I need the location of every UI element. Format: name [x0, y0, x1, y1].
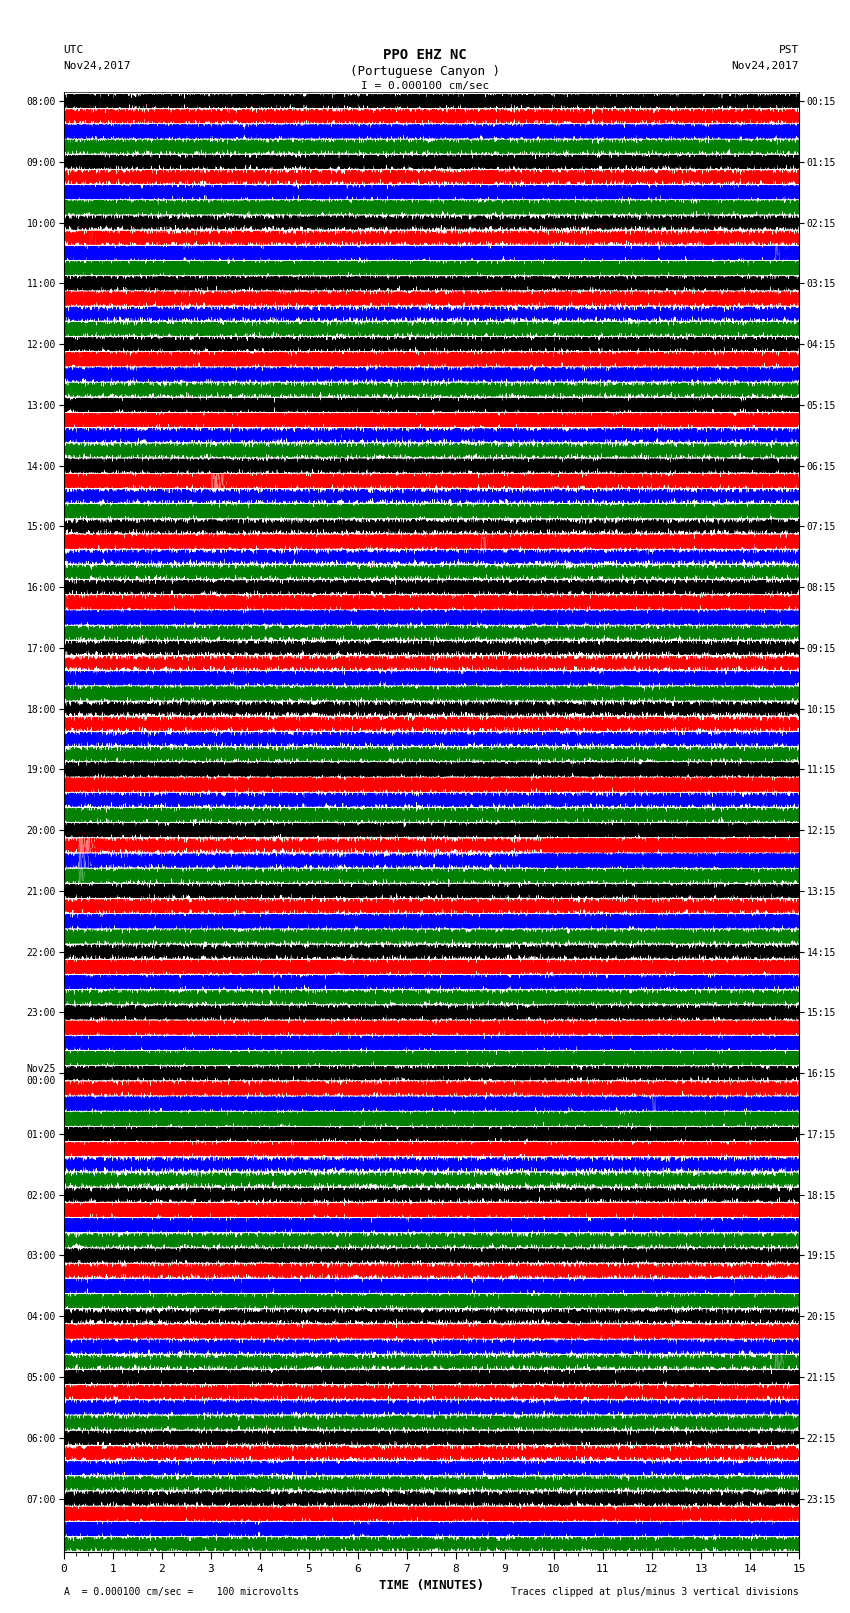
Text: Nov24,2017: Nov24,2017: [64, 61, 131, 71]
Text: A  = 0.000100 cm/sec =    100 microvolts: A = 0.000100 cm/sec = 100 microvolts: [64, 1587, 298, 1597]
Text: PPO EHZ NC: PPO EHZ NC: [383, 48, 467, 63]
Text: UTC: UTC: [64, 45, 84, 55]
Text: I = 0.000100 cm/sec: I = 0.000100 cm/sec: [361, 81, 489, 90]
Text: PST: PST: [779, 45, 799, 55]
Text: Nov24,2017: Nov24,2017: [732, 61, 799, 71]
Text: (Portuguese Canyon ): (Portuguese Canyon ): [350, 65, 500, 77]
X-axis label: TIME (MINUTES): TIME (MINUTES): [379, 1579, 484, 1592]
Text: Traces clipped at plus/minus 3 vertical divisions: Traces clipped at plus/minus 3 vertical …: [511, 1587, 799, 1597]
